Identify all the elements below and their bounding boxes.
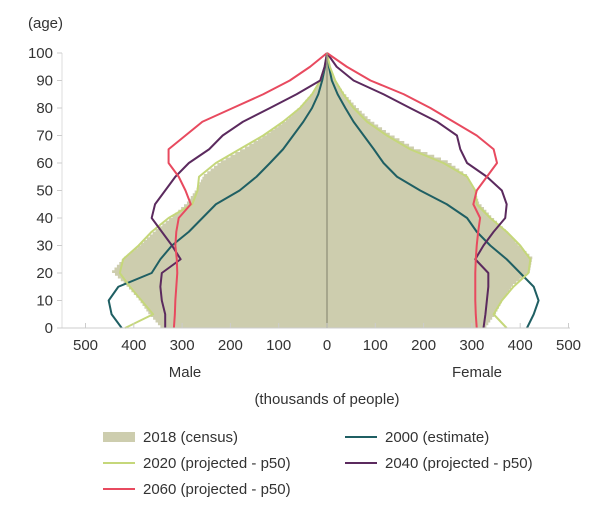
legend-label: 2020 (projected - p50) <box>143 455 291 472</box>
series-2040-male-line <box>150 52 328 328</box>
census-2018-area <box>112 53 533 328</box>
series-2060-male-line <box>167 52 328 329</box>
series-2020-female-line <box>326 52 532 329</box>
x-axis-label: (thousands of people) <box>254 391 399 408</box>
series-2000-male-line <box>107 52 328 329</box>
male-label: Male <box>169 364 202 381</box>
series-2060-female-line <box>326 52 499 329</box>
x-tick-label: 200 <box>218 337 243 354</box>
x-tick-label: 200 <box>411 337 436 354</box>
y-tick-label: 20 <box>36 265 53 282</box>
y-tick-label: 0 <box>45 320 53 337</box>
legend-label: 2000 (estimate) <box>385 429 489 446</box>
y-tick-label: 10 <box>36 293 53 310</box>
x-tick-label: 300 <box>170 337 195 354</box>
y-tick-label: 70 <box>36 128 53 145</box>
legend-label: 2018 (census) <box>143 429 238 446</box>
legend: 2018 (census) 2000 (estimate) 2020 (projec… <box>103 429 533 498</box>
series-2000-female-line <box>326 52 540 329</box>
y-tick-label: 100 <box>28 45 53 62</box>
y-tick-label: 80 <box>36 100 53 117</box>
series-2020-male-line <box>118 52 328 329</box>
y-tick-label: 50 <box>36 183 53 200</box>
x-tick-label: 400 <box>121 337 146 354</box>
x-tick-label: 500 <box>556 337 581 354</box>
x-tick-label: 100 <box>363 337 388 354</box>
y-tick-label: 60 <box>36 155 53 172</box>
series-2040-female-line <box>326 52 508 329</box>
y-tick-label: 30 <box>36 238 53 255</box>
x-tick-label: 0 <box>323 337 331 354</box>
y-tick-label: 40 <box>36 210 53 227</box>
x-tick-label: 500 <box>73 337 98 354</box>
legend-swatch-area <box>103 432 135 442</box>
legend-label: 2040 (projected - p50) <box>385 455 533 472</box>
x-tick-label: 300 <box>459 337 484 354</box>
axes: 0 10 20 30 40 50 60 70 80 90 100 500 400 300 200 100 0 10… <box>28 45 581 354</box>
x-tick-label: 400 <box>508 337 533 354</box>
female-label: Female <box>452 364 502 381</box>
y-tick-label: 90 <box>36 73 53 90</box>
y-axis-label: (age) <box>28 15 63 32</box>
legend-label: 2060 (projected - p50) <box>143 481 291 498</box>
x-tick-label: 100 <box>266 337 291 354</box>
plot-area <box>107 52 540 329</box>
